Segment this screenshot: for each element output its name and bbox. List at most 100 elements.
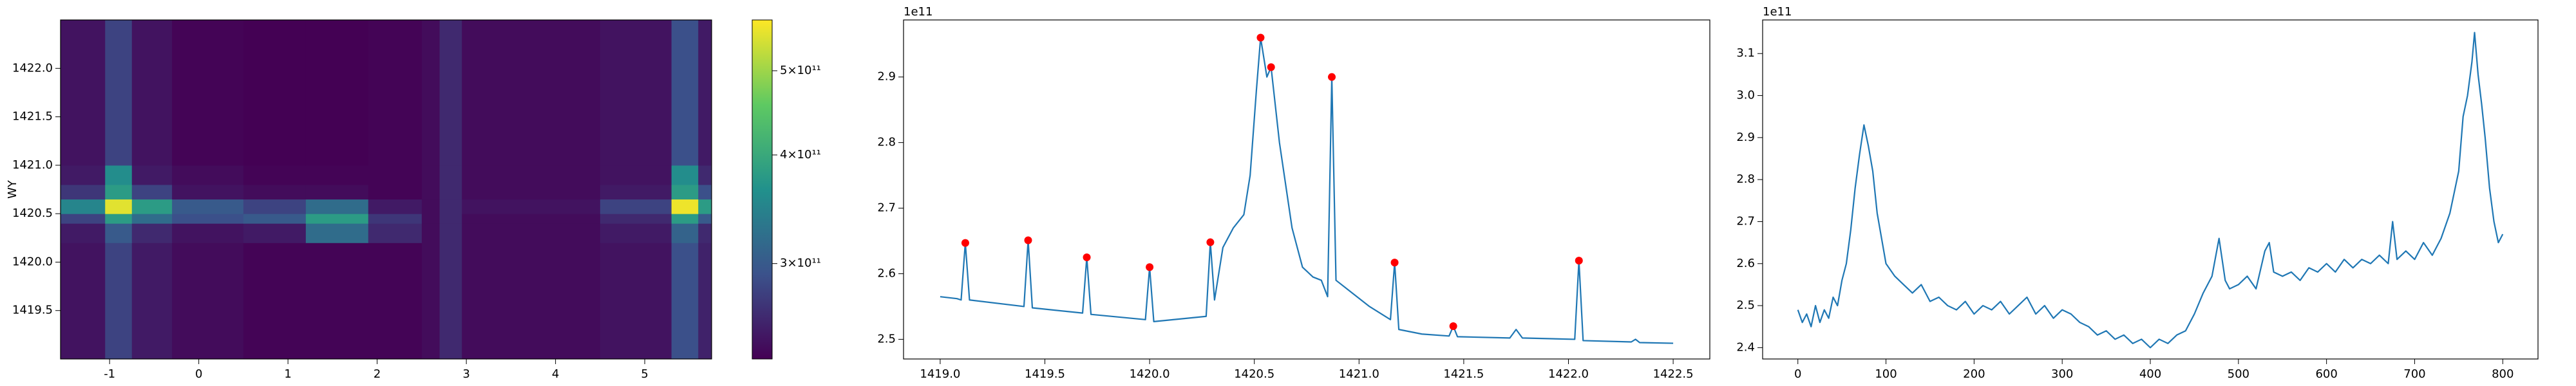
peak-marker [1328, 73, 1336, 81]
heatmap-cell [439, 184, 462, 200]
y-tick-label: 2.5 [1736, 299, 1755, 312]
heatmap-cell [131, 199, 173, 214]
y-tick-label: 3.0 [1736, 89, 1755, 102]
heatmap-cell [131, 243, 173, 360]
heatmap-cell [439, 223, 462, 243]
heatmap-cell [671, 223, 699, 243]
heatmap-cell [61, 214, 106, 224]
heatmap-cell [61, 165, 106, 185]
heatmap-cell [698, 243, 712, 360]
x-tick-label: 1422.5 [1653, 367, 1694, 381]
heatmap-cell [131, 165, 173, 185]
x-tick-label: 1420.5 [1234, 367, 1274, 381]
x-tick-label: 0 [1794, 367, 1801, 381]
heatmap-cell [243, 20, 307, 166]
heatmap-cell [421, 223, 440, 243]
heatmap-cell [671, 243, 699, 360]
heatmap-cell [462, 214, 601, 224]
heatmap-cell [368, 223, 422, 243]
heatmap-cell [131, 214, 173, 224]
heatmap-cell [305, 214, 369, 224]
x-tick-label: 1421.0 [1339, 367, 1379, 381]
y-tick-label: 1420.5 [12, 207, 53, 220]
heatmap-cell [421, 214, 440, 224]
heatmap-cell [671, 20, 699, 166]
heatmap-cell [61, 20, 106, 166]
heatmap-cell [368, 214, 422, 224]
heatmap-cell [600, 243, 672, 360]
heatmap-cell [172, 20, 244, 166]
heatmap-cell [368, 20, 422, 166]
heatmap-cell [600, 165, 672, 185]
x-tick-label: 1420.0 [1130, 367, 1170, 381]
heatmap-cell [305, 184, 369, 200]
heatmap-cell [671, 165, 699, 185]
heatmap-cell [600, 223, 672, 243]
heatmap-cell [131, 223, 173, 243]
y-tick-label: 1421.0 [12, 158, 53, 172]
x-tick-label: 300 [2051, 367, 2073, 381]
colorbar [752, 19, 773, 360]
heatmap-cell [305, 20, 369, 166]
heatmap-cell [600, 184, 672, 200]
plot-frame [60, 19, 712, 360]
heatmap-cell [671, 184, 699, 200]
x-tick-label: 1422.0 [1548, 367, 1589, 381]
y-tick-label: 2.6 [877, 266, 896, 280]
heatmap-cell [105, 243, 133, 360]
x-tick-label: 100 [1875, 367, 1897, 381]
peak-marker [961, 239, 969, 247]
heatmap-cell [105, 20, 133, 166]
data-line [1797, 32, 2504, 349]
colorbar-tick-label: 4×10¹¹ [780, 148, 821, 161]
x-tick-label: 500 [2228, 367, 2249, 381]
x-tick-label: 3 [462, 367, 469, 381]
peak-marker [1024, 236, 1032, 244]
heatmap-cell [105, 214, 133, 224]
x-tick-label: 800 [2492, 367, 2514, 381]
heatmap-cell [368, 184, 422, 200]
plot-frame [903, 19, 1710, 360]
heatmap-cell [105, 199, 133, 214]
heatmap-cell [105, 165, 133, 185]
x-tick-label: 4 [552, 367, 559, 381]
offset-label: 1e11 [904, 5, 933, 19]
x-tick-label: 0 [195, 367, 202, 381]
heatmap-cell [305, 223, 369, 243]
heatmap-cell [172, 165, 244, 185]
y-tick-label: 3.1 [1736, 46, 1755, 60]
heatmap-cell [421, 165, 440, 185]
x-tick-label: 1 [284, 367, 291, 381]
heatmap-cell [462, 184, 601, 200]
x-tick-label: 200 [1963, 367, 1985, 381]
heatmap-cell [61, 223, 106, 243]
heatmap-cell [305, 199, 369, 214]
colorbar-tick-label: 5×10¹¹ [780, 64, 821, 77]
heatmap-cell [172, 243, 244, 360]
y-tick-label: 2.7 [1736, 214, 1755, 228]
y-axis-label: WY [6, 179, 19, 199]
peak-marker [1146, 263, 1154, 271]
heatmap-cell [698, 20, 712, 166]
heatmap-cell [421, 184, 440, 200]
x-tick-label: 1421.5 [1443, 367, 1484, 381]
y-tick-label: 2.9 [877, 70, 896, 84]
plot-frame [1762, 19, 2539, 360]
heatmap-cell [421, 243, 440, 360]
x-tick-label: -1 [104, 367, 115, 381]
peak-marker [1256, 33, 1265, 42]
heatmap-cell [305, 165, 369, 185]
heatmap-cell [439, 243, 462, 360]
peak-marker [1206, 238, 1215, 246]
heatmap-cell [698, 199, 712, 214]
heatmap-cell [600, 214, 672, 224]
heatmap-cell [671, 214, 699, 224]
y-tick-label: 2.8 [877, 136, 896, 149]
heatmap-cell [368, 243, 422, 360]
x-tick-label: 600 [2315, 367, 2337, 381]
x-tick-label: 400 [2139, 367, 2161, 381]
y-tick-label: 2.4 [1736, 340, 1755, 354]
heatmap-cell [439, 165, 462, 185]
y-tick-label: 1420.0 [12, 255, 53, 268]
